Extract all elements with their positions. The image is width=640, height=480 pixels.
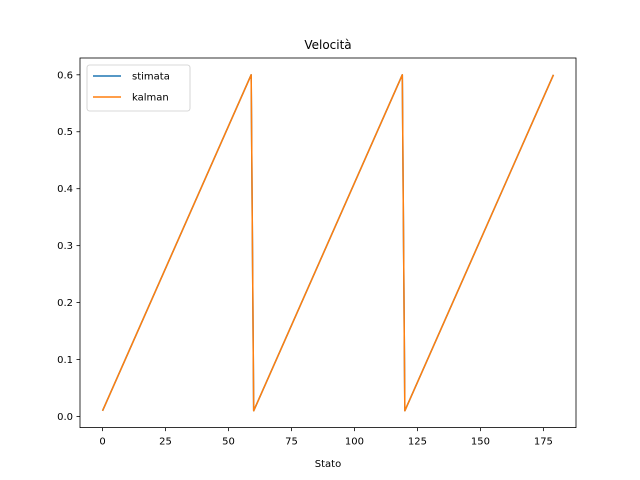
y-tick-label: 0.6 (57, 70, 73, 81)
y-tick-label: 0.0 (57, 412, 73, 423)
legend-label-kalman: kalman (132, 93, 169, 104)
x-axis-label: Stato (315, 459, 341, 470)
x-tick-label: 125 (408, 437, 427, 448)
x-tick-label: 150 (471, 437, 490, 448)
y-axis: 0.0 0.1 0.2 0.3 0.4 0.5 0.6 (57, 70, 80, 423)
x-tick-label: 50 (222, 437, 235, 448)
legend-label-stimata: stimata (132, 72, 170, 83)
y-tick-label: 0.5 (57, 127, 73, 138)
legend: stimata kalman (86, 64, 191, 112)
series-line-kalman (101, 74, 555, 412)
y-tick-label: 0.3 (57, 241, 73, 252)
plot-area (101, 74, 555, 412)
y-tick-label: 0.1 (57, 355, 73, 366)
y-tick-label: 0.4 (57, 184, 73, 195)
x-tick-label: 0 (99, 437, 105, 448)
chart-title: Velocità (304, 38, 351, 52)
x-tick-label: 175 (534, 437, 553, 448)
x-tick-label: 25 (159, 437, 172, 448)
axes-frame (79, 57, 577, 429)
x-tick-label: 75 (285, 437, 298, 448)
y-tick-label: 0.2 (57, 298, 73, 309)
x-tick-label: 100 (345, 437, 364, 448)
x-axis: 0 25 50 75 100 125 150 175 (99, 427, 553, 448)
